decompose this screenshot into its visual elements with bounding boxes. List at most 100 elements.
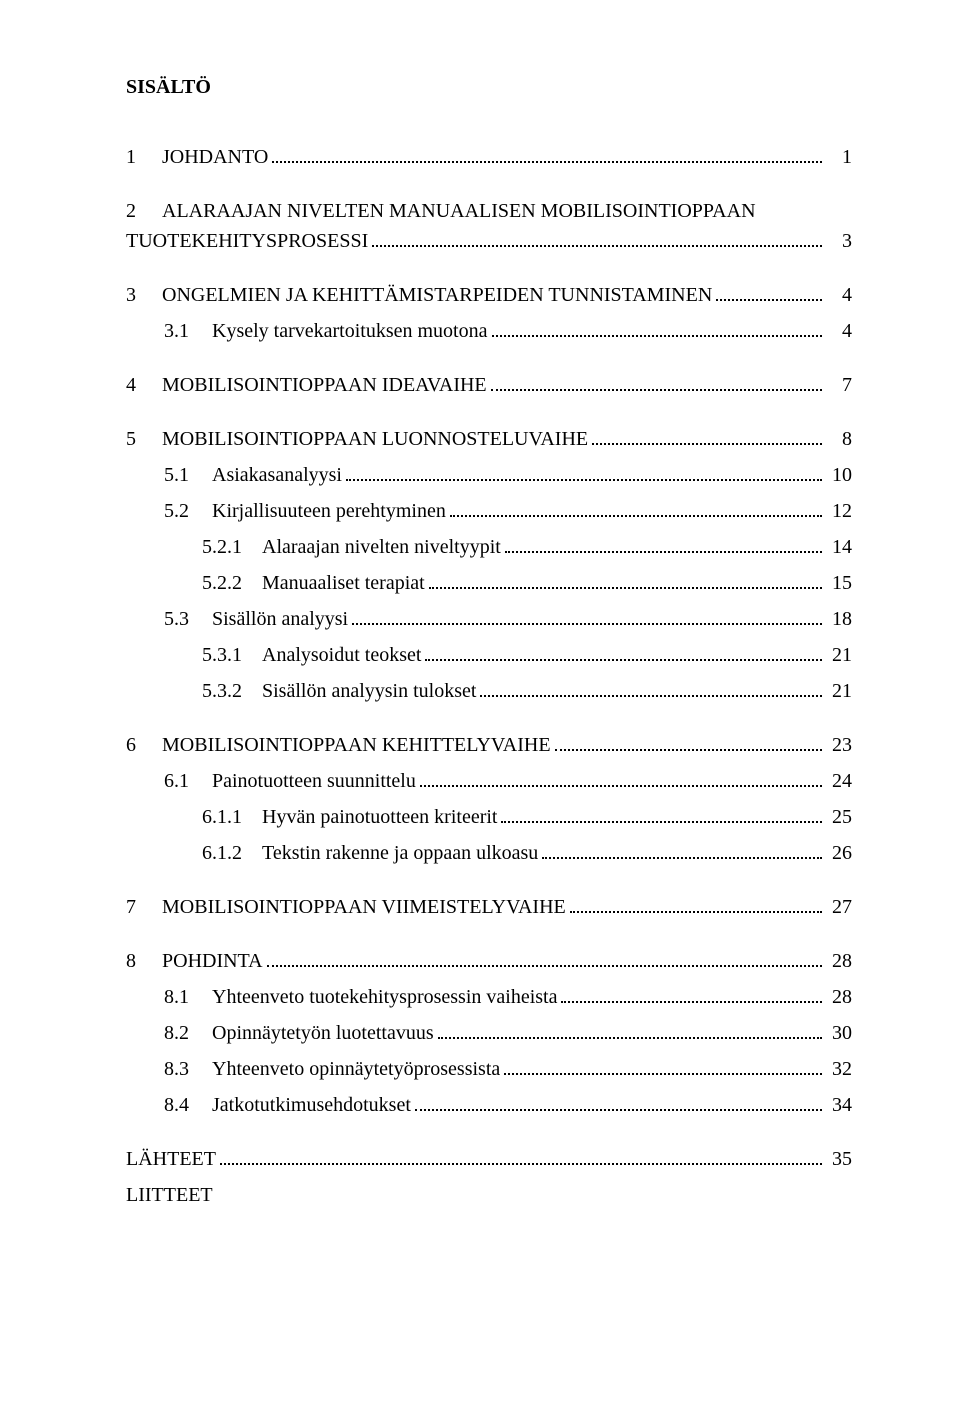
toc-page: 24 <box>826 766 852 796</box>
toc-label: Alaraajan nivelten niveltyypit <box>262 532 501 562</box>
toc-leader <box>450 501 822 517</box>
toc-number: 6.1.1 <box>202 802 262 832</box>
toc-leader <box>480 681 822 697</box>
toc-page: 32 <box>826 1054 852 1084</box>
toc-leader <box>716 285 822 301</box>
toc-number: 5 <box>126 424 162 454</box>
toc-label: ALARAAJAN NIVELTEN MANUAALISEN MOBILISOI… <box>162 196 852 226</box>
toc-leader <box>501 807 822 823</box>
toc-entry: 3.1Kysely tarvekartoituksen muotona4 <box>126 316 852 346</box>
toc-leader <box>267 951 822 967</box>
toc-page: 1 <box>826 142 852 172</box>
toc-number: 5.2.1 <box>202 532 262 562</box>
toc-number: 6 <box>126 730 162 760</box>
toc-label: LÄHTEET <box>126 1144 216 1174</box>
toc-label: MOBILISOINTIOPPAAN LUONNOSTELUVAIHE <box>162 424 588 454</box>
toc-label: Kysely tarvekartoituksen muotona <box>212 316 488 346</box>
toc-number: 3.1 <box>164 316 212 346</box>
toc-label: Painotuotteen suunnittelu <box>212 766 416 796</box>
toc-page: 25 <box>826 802 852 832</box>
toc-entry: 6.1.1Hyvän painotuotteen kriteerit25 <box>126 802 852 832</box>
toc-entry: 5.2.1Alaraajan nivelten niveltyypit14 <box>126 532 852 562</box>
toc-page: 27 <box>826 892 852 922</box>
toc-page: 28 <box>826 982 852 1012</box>
toc-entry: 8POHDINTA 28 <box>126 946 852 976</box>
toc-entry: 5MOBILISOINTIOPPAAN LUONNOSTELUVAIHE 8 <box>126 424 852 454</box>
toc-entry: 2ALARAAJAN NIVELTEN MANUAALISEN MOBILISO… <box>126 196 852 256</box>
toc-number: 8.2 <box>164 1018 212 1048</box>
toc-page: 34 <box>826 1090 852 1120</box>
toc-page: 30 <box>826 1018 852 1048</box>
toc-leader <box>555 735 822 751</box>
toc-number: 8 <box>126 946 162 976</box>
toc-entry: 8.3Yhteenveto opinnäytetyöprosessista 32 <box>126 1054 852 1084</box>
toc-page: 10 <box>826 460 852 490</box>
toc-number: 8.3 <box>164 1054 212 1084</box>
toc-leader <box>272 147 822 163</box>
toc-entry: LIITTEET <box>126 1180 852 1210</box>
toc-number: 4 <box>126 370 162 400</box>
toc-entry: 5.3Sisällön analyysi 18 <box>126 604 852 634</box>
toc-number: 5.3.2 <box>202 676 262 706</box>
toc-entry: 4MOBILISOINTIOPPAAN IDEAVAIHE 7 <box>126 370 852 400</box>
toc-entry: 3ONGELMIEN JA KEHITTÄMISTARPEIDEN TUNNIS… <box>126 280 852 310</box>
toc-page: 18 <box>826 604 852 634</box>
toc-page: 7 <box>826 370 852 400</box>
toc-label: JOHDANTO <box>162 142 268 172</box>
toc-entry: 8.1Yhteenveto tuotekehitysprosessin vaih… <box>126 982 852 1012</box>
toc-leader <box>592 429 822 445</box>
toc-page: 8 <box>826 424 852 454</box>
toc-number: 5.2 <box>164 496 212 526</box>
toc-number: 5.2.2 <box>202 568 262 598</box>
toc-page: 21 <box>826 676 852 706</box>
toc-page: 28 <box>826 946 852 976</box>
toc-label: MOBILISOINTIOPPAAN IDEAVAIHE <box>162 370 487 400</box>
toc-leader <box>220 1149 822 1165</box>
toc-label: LIITTEET <box>126 1180 213 1210</box>
toc-label: POHDINTA <box>162 946 263 976</box>
toc-entry: 5.2Kirjallisuuteen perehtyminen 12 <box>126 496 852 526</box>
toc-leader <box>570 897 822 913</box>
toc-number: 5.3.1 <box>202 640 262 670</box>
toc-label: Opinnäytetyön luotettavuus <box>212 1018 434 1048</box>
toc-leader <box>492 321 823 337</box>
toc-label: Analysoidut teokset <box>262 640 421 670</box>
toc-page: 3 <box>826 226 852 256</box>
toc-label: Jatkotutkimusehdotukset <box>212 1090 411 1120</box>
toc-leader <box>425 645 822 661</box>
toc-label: Kirjallisuuteen perehtyminen <box>212 496 446 526</box>
toc-leader <box>504 1059 822 1075</box>
toc-label: Yhteenveto tuotekehitysprosessin vaiheis… <box>212 982 557 1012</box>
toc-heading: SISÄLTÖ <box>126 72 852 102</box>
toc-leader <box>415 1095 822 1111</box>
toc-number: 5.3 <box>164 604 212 634</box>
toc-page: 15 <box>826 568 852 598</box>
toc-entry: 5.3.1Analysoidut teokset21 <box>126 640 852 670</box>
toc-label: Sisällön analyysi <box>212 604 348 634</box>
toc-number: 3 <box>126 280 162 310</box>
toc-leader <box>491 375 822 391</box>
toc-page: 12 <box>826 496 852 526</box>
toc-page: 26 <box>826 838 852 868</box>
toc-entry: 8.4Jatkotutkimusehdotukset34 <box>126 1090 852 1120</box>
toc-label: Manuaaliset terapiat <box>262 568 425 598</box>
toc-entry: 5.2.2Manuaaliset terapiat 15 <box>126 568 852 598</box>
toc-leader <box>420 771 822 787</box>
toc-page: 35 <box>826 1144 852 1174</box>
toc-number: 6.1.2 <box>202 838 262 868</box>
toc-label: TUOTEKEHITYSPROSESSI <box>126 226 368 256</box>
toc-leader <box>505 537 822 553</box>
toc-number: 6.1 <box>164 766 212 796</box>
toc-number: 8.1 <box>164 982 212 1012</box>
toc-entry: 1JOHDANTO1 <box>126 142 852 172</box>
toc-number: 5.1 <box>164 460 212 490</box>
toc-entry: 8.2Opinnäytetyön luotettavuus 30 <box>126 1018 852 1048</box>
toc-entry: 6MOBILISOINTIOPPAAN KEHITTELYVAIHE23 <box>126 730 852 760</box>
toc-entry: 7MOBILISOINTIOPPAAN VIIMEISTELYVAIHE27 <box>126 892 852 922</box>
toc-leader <box>372 231 822 247</box>
toc-label: Yhteenveto opinnäytetyöprosessista <box>212 1054 500 1084</box>
toc-label: Asiakasanalyysi <box>212 460 342 490</box>
toc-leader <box>346 465 822 481</box>
toc-leader <box>352 609 822 625</box>
toc-entry: 6.1.2Tekstin rakenne ja oppaan ulkoasu26 <box>126 838 852 868</box>
